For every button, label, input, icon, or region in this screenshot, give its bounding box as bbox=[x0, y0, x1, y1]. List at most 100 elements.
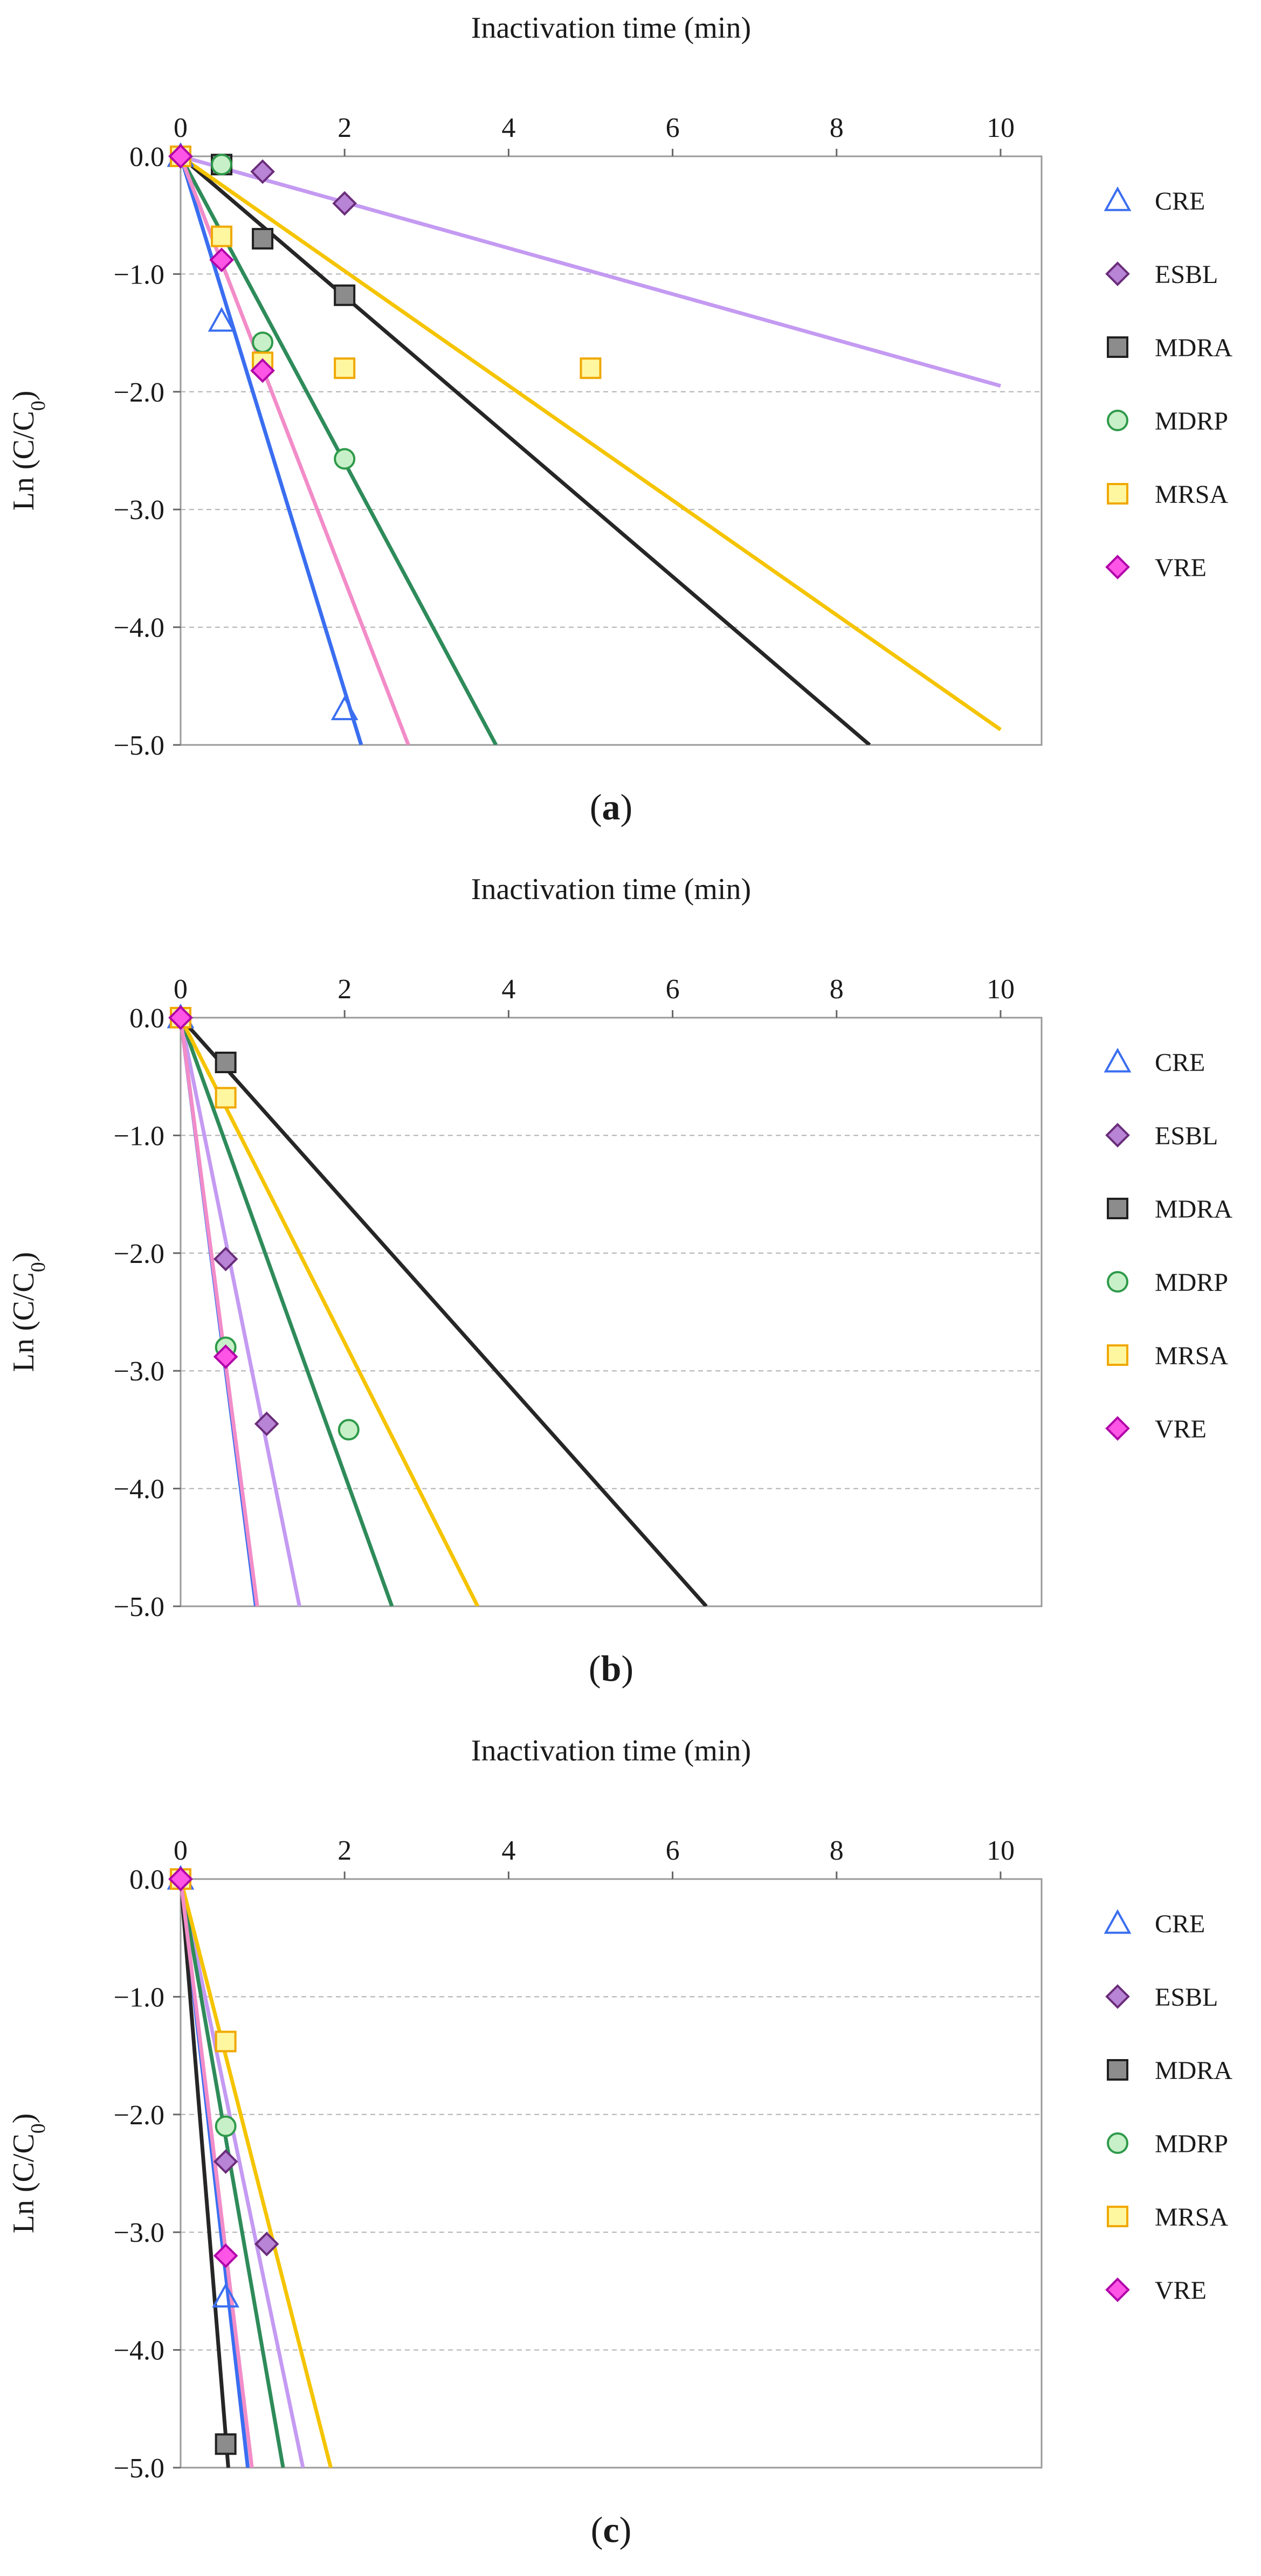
fit-line-mdrp bbox=[181, 1018, 394, 1606]
y-tick-label: −5.0 bbox=[114, 2453, 164, 2484]
legend-marker-cre bbox=[1104, 186, 1132, 211]
fit-line-esbl bbox=[181, 156, 1001, 388]
y-tick-label: −2.0 bbox=[114, 377, 164, 408]
x-tick-label: 10 bbox=[987, 974, 1015, 1005]
point-vre bbox=[168, 1005, 193, 1030]
panel-label: (a) bbox=[590, 786, 632, 827]
panel-label: (c) bbox=[591, 2509, 632, 2550]
legend-marker-mdrp bbox=[1107, 410, 1128, 431]
y-tick-label: −2.0 bbox=[114, 2100, 164, 2131]
x-tick-label: 4 bbox=[501, 113, 515, 143]
x-tick-label: 6 bbox=[666, 974, 680, 1005]
panel-label-open: ( bbox=[591, 2509, 603, 2550]
panel-label-letter: a bbox=[602, 786, 621, 827]
point-mdra bbox=[215, 2433, 237, 2455]
legend-marker-esbl bbox=[1105, 261, 1130, 286]
y-tick-label: −2.0 bbox=[114, 1239, 164, 1269]
point-mrsa bbox=[215, 1087, 237, 1109]
fit-line-mrsa bbox=[181, 1879, 333, 2468]
legend-marker-vre bbox=[1105, 555, 1130, 579]
legend-marker-vre bbox=[1105, 2277, 1130, 2302]
point-mdrp bbox=[215, 2115, 237, 2137]
legend-marker-mrsa bbox=[1107, 1344, 1128, 1366]
fit-line-cre bbox=[181, 156, 363, 745]
y-tick-label: −5.0 bbox=[114, 730, 164, 761]
legend-label-esbl: ESBL bbox=[1155, 1122, 1218, 1150]
legend-label-esbl: ESBL bbox=[1155, 260, 1218, 289]
y-tick-label: −3.0 bbox=[114, 1356, 164, 1387]
legend-marker-mdrp bbox=[1107, 1271, 1128, 1293]
data-points bbox=[167, 1864, 279, 2455]
x-tick-label: 8 bbox=[830, 974, 844, 1005]
point-mdra bbox=[252, 227, 274, 250]
fit-line-mrsa bbox=[181, 156, 1002, 731]
point-cre bbox=[330, 695, 359, 721]
y-axis-title-subscript: 0 bbox=[27, 2123, 50, 2133]
legend-marker-esbl bbox=[1105, 1984, 1130, 2009]
chart-panel: Inactivation time (min) 0 2 4 6 8 10 0.0 −1.0 −2.… bbox=[7, 873, 1232, 1689]
x-tick-label: 0 bbox=[174, 113, 188, 143]
panel-label-letter: c bbox=[603, 2509, 619, 2550]
legend-marker-mdra bbox=[1107, 336, 1128, 358]
fit-lines bbox=[181, 1879, 333, 2468]
panel-label: (b) bbox=[589, 1648, 633, 1689]
legend: CRE ESBL MDRA MDRP MRSA VRE bbox=[1104, 186, 1232, 582]
fit-lines bbox=[181, 1018, 708, 1606]
plot-area bbox=[180, 1017, 1043, 1607]
y-axis-title: Ln (C/C0) bbox=[7, 391, 50, 511]
legend-label-mdrp: MDRP bbox=[1155, 1268, 1228, 1297]
point-mrsa bbox=[334, 357, 356, 379]
x-tick-label: 0 bbox=[174, 974, 188, 1005]
x-tick-label: 2 bbox=[337, 1835, 352, 1866]
legend-label-mrsa: MRSA bbox=[1155, 1342, 1228, 1370]
y-tick-label: −3.0 bbox=[114, 2218, 164, 2248]
legend-label-vre: VRE bbox=[1155, 1415, 1207, 1444]
x-tick-label: 2 bbox=[337, 974, 352, 1005]
panel-label-close: ) bbox=[619, 2509, 632, 2550]
y-axis-title-main: Ln (C/C bbox=[7, 2133, 40, 2233]
panel-label-open: ( bbox=[589, 1648, 601, 1689]
legend-label-cre: CRE bbox=[1155, 1048, 1205, 1077]
fit-line-mdra bbox=[181, 1018, 708, 1606]
fit-line-vre bbox=[181, 1018, 259, 1606]
legend-label-cre: CRE bbox=[1155, 187, 1205, 216]
legend-marker-mdra bbox=[1107, 2059, 1128, 2081]
legend-marker-cre bbox=[1104, 1047, 1132, 1073]
y-axis-title-close: ) bbox=[7, 2114, 40, 2124]
point-mdrp bbox=[334, 448, 356, 470]
legend-label-mdra: MDRA bbox=[1155, 334, 1232, 362]
chart-panel: Inactivation time (min) 0 2 4 6 8 10 0.0 −1.0 −2.… bbox=[7, 1734, 1232, 2550]
legend-marker-mdra bbox=[1107, 1198, 1128, 1219]
legend-label-cre: CRE bbox=[1155, 1910, 1205, 1938]
legend: CRE ESBL MDRA MDRP MRSA VRE bbox=[1104, 1909, 1232, 2305]
x-tick-label: 6 bbox=[666, 1835, 680, 1866]
point-mdrp bbox=[252, 332, 274, 354]
legend-marker-mrsa bbox=[1107, 2206, 1128, 2227]
x-axis-title: Inactivation time (min) bbox=[471, 11, 751, 45]
x-tick-label: 6 bbox=[666, 113, 680, 143]
legend-label-mdra: MDRA bbox=[1155, 1195, 1232, 1224]
panel-label-close: ) bbox=[621, 786, 633, 827]
x-tick-label: 8 bbox=[830, 1835, 844, 1866]
legend-marker-mrsa bbox=[1107, 483, 1128, 505]
panel-label-close: ) bbox=[621, 1648, 633, 1689]
fit-line-mdra bbox=[181, 156, 871, 745]
y-tick-label: −1.0 bbox=[114, 259, 164, 290]
fit-line-vre bbox=[181, 1879, 254, 2468]
fit-line-esbl bbox=[181, 1018, 301, 1606]
x-axis-title: Inactivation time (min) bbox=[471, 873, 751, 906]
y-tick-label: 0.0 bbox=[129, 1864, 164, 1895]
point-mdra bbox=[334, 284, 356, 306]
data-points bbox=[167, 1003, 360, 1441]
y-tick-label: −4.0 bbox=[114, 613, 164, 644]
legend-label-mrsa: MRSA bbox=[1155, 480, 1228, 509]
data-points bbox=[167, 142, 602, 721]
y-tick-label: −4.0 bbox=[114, 2336, 164, 2366]
point-mrsa bbox=[215, 2031, 237, 2053]
y-axis-title: Ln (C/C0) bbox=[7, 1252, 50, 1372]
point-vre bbox=[168, 144, 193, 169]
fit-line-mdra bbox=[181, 1879, 230, 2468]
legend-label-mdra: MDRA bbox=[1155, 2056, 1232, 2085]
x-tick-label: 2 bbox=[337, 113, 352, 143]
